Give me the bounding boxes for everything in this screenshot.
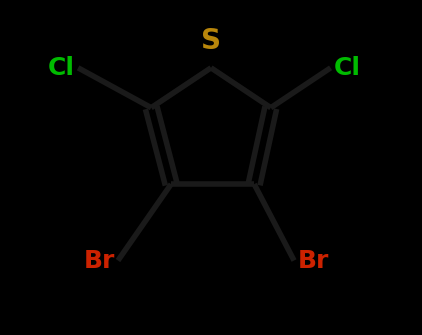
Text: Cl: Cl [334, 56, 361, 80]
Text: Cl: Cl [48, 56, 75, 80]
Text: Br: Br [83, 249, 115, 272]
Text: Br: Br [298, 249, 329, 272]
Text: S: S [201, 26, 221, 55]
